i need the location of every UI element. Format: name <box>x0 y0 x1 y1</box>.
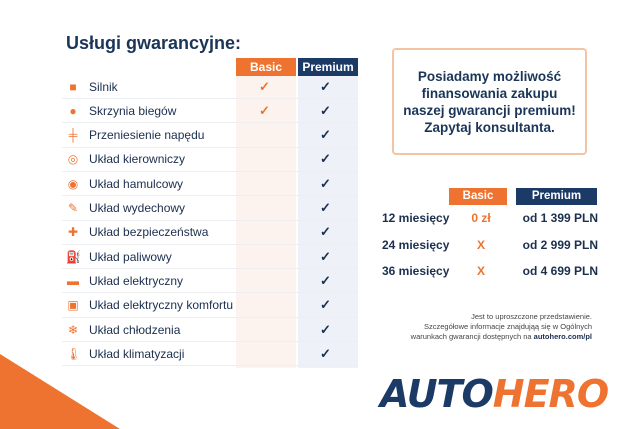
premium-price: od 1 399 PLN <box>522 211 598 225</box>
pricing-premium-header: Premium <box>516 188 597 205</box>
autohero-link[interactable]: autohero.com/pl <box>533 332 592 341</box>
service-row: ▣ Układ elektryczny komfortu ✓ <box>62 294 358 318</box>
service-row: ■ Silnik ✓ ✓ <box>62 75 358 99</box>
autohero-logo: AUTOHERO <box>380 372 609 416</box>
basic-check-icon: ✓ <box>259 102 270 118</box>
premium-check-icon: ✓ <box>320 321 331 337</box>
service-row: ◉ Układ hamulcowy ✓ <box>62 172 358 197</box>
basic-header: Basic <box>236 58 296 76</box>
basic-column-bg <box>236 76 296 368</box>
premium-check-icon: ✓ <box>320 78 331 94</box>
gearbox-icon: ● <box>69 103 77 118</box>
pricing-row: 24 miesięcy X od 2 999 PLN <box>374 232 602 258</box>
period: 24 miesięcy <box>382 237 450 252</box>
pricing-basic-header: Basic <box>449 188 507 205</box>
fuel-icon: ⛽ <box>66 249 81 264</box>
drivetrain-icon: ╪ <box>68 128 78 143</box>
disclaimer-line: warunkach gwarancji dostępnych na autohe… <box>411 332 592 342</box>
disclaimer-text: warunkach gwarancji dostępnych na <box>410 332 534 341</box>
service-row: ╪ Przeniesienie napędu ✓ <box>62 124 358 148</box>
logo-auto: AUTO <box>380 372 494 416</box>
snowflake-icon: ❄ <box>67 322 79 337</box>
basic-price: X <box>476 264 485 278</box>
battery-icon: ▬ <box>67 273 79 288</box>
period: 12 miesięcy <box>382 211 450 225</box>
premium-column-bg <box>298 76 358 368</box>
service-label: Układ elektryczny <box>89 273 184 288</box>
premium-check-icon: ✓ <box>320 151 331 167</box>
brake-icon: ◉ <box>67 176 79 191</box>
chip-icon: ▣ <box>67 298 79 313</box>
premium-price: od 2 999 PLN <box>522 237 598 252</box>
financing-text: Posiadamy możliwość finansowania zakupu … <box>403 68 576 135</box>
basic-check-icon: ✓ <box>259 78 270 94</box>
service-row: ● Skrzynia biegów ✓ ✓ <box>62 99 358 124</box>
service-label: Układ wydechowy <box>89 201 186 215</box>
logo-hero: HERO <box>492 372 609 416</box>
service-row: ✚ Układ bezpieczeństwa ✓ <box>62 221 358 245</box>
premium-check-icon: ✓ <box>320 102 331 118</box>
premium-check-icon: ✓ <box>320 248 331 264</box>
steering-wheel-icon: ◎ <box>67 152 79 167</box>
premium-check-icon: ✓ <box>320 297 331 313</box>
service-label: Silnik <box>89 79 118 94</box>
exhaust-icon: ✎ <box>67 201 79 215</box>
airbag-icon: ✚ <box>67 225 79 240</box>
service-row: ⛽ Układ paliwowy ✓ <box>62 245 358 270</box>
premium-price: od 4 699 PLN <box>522 264 598 278</box>
service-label: Skrzynia biegów <box>89 103 177 118</box>
service-label: Układ paliwowy <box>89 249 172 264</box>
service-row: ✎ Układ wydechowy ✓ <box>62 197 358 221</box>
premium-check-icon: ✓ <box>320 345 331 361</box>
orange-corner-decoration <box>0 354 120 429</box>
disclaimer-line: Szczegółowe informacje znajdująą się w O… <box>423 322 592 331</box>
premium-check-icon: ✓ <box>320 272 331 288</box>
service-label: Układ bezpieczeństwa <box>89 225 209 240</box>
basic-price: X <box>476 237 485 252</box>
basic-price: 0 zł <box>471 211 491 225</box>
pricing-row: 12 miesięcy 0 zł od 1 399 PLN <box>374 205 602 231</box>
disclaimer-line: Jest to uproszczone przedstawienie. <box>471 312 592 321</box>
service-label: Przeniesienie napędu <box>89 128 205 143</box>
page-title: Usługi gwarancyjne: <box>66 33 242 53</box>
premium-header: Premium <box>298 58 358 76</box>
service-label: Układ kierowniczy <box>89 152 186 167</box>
premium-check-icon: ✓ <box>320 224 331 240</box>
service-row: ▬ Układ elektryczny ✓ <box>62 269 358 294</box>
engine-icon: ■ <box>69 79 77 94</box>
period: 36 miesięcy <box>382 264 450 278</box>
premium-check-icon: ✓ <box>320 175 331 191</box>
pricing-row: 36 miesięcy X od 4 699 PLN <box>374 258 602 284</box>
service-label: Układ elektryczny komfortu <box>89 298 234 313</box>
service-row: ❄ Układ chłodzenia ✓ <box>62 318 358 342</box>
service-label: Układ chłodzenia <box>89 322 181 337</box>
premium-check-icon: ✓ <box>320 127 331 143</box>
premium-check-icon: ✓ <box>320 200 331 215</box>
financing-box: Posiadamy możliwość finansowania zakupu … <box>392 48 587 155</box>
disclaimer: Jest to uproszczone przedstawienie. Szcz… <box>411 312 592 342</box>
service-row: ◎ Układ kierowniczy ✓ <box>62 148 358 172</box>
service-label: Układ hamulcowy <box>89 176 184 191</box>
